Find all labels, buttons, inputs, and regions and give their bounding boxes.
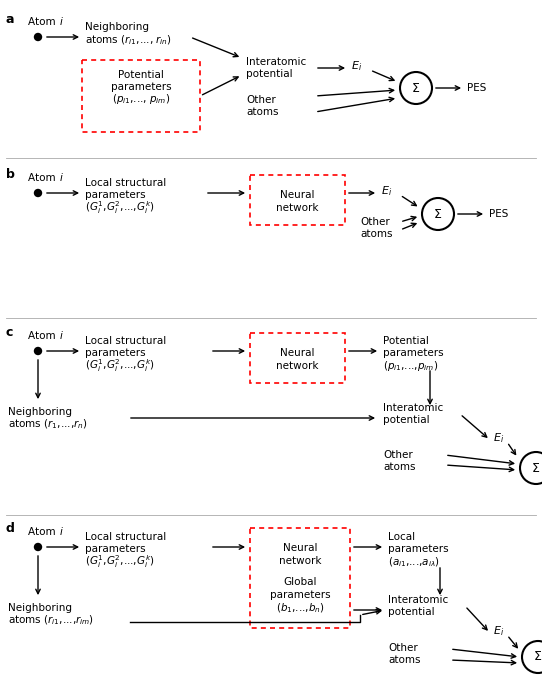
Text: Local structural: Local structural — [85, 178, 166, 188]
Text: Global: Global — [283, 577, 317, 587]
Text: Neural: Neural — [280, 190, 314, 200]
Text: Neighboring: Neighboring — [8, 603, 72, 613]
Text: d: d — [6, 522, 15, 535]
Text: PES: PES — [489, 209, 508, 219]
Text: potential: potential — [246, 69, 293, 79]
Text: Atom: Atom — [28, 17, 59, 27]
Text: Atom: Atom — [28, 331, 59, 341]
Text: atoms ($r_{i1}$,..., $r_{in}$): atoms ($r_{i1}$,..., $r_{in}$) — [85, 33, 172, 47]
Text: Neural: Neural — [280, 348, 314, 358]
Circle shape — [522, 641, 542, 673]
Text: atoms: atoms — [388, 655, 421, 665]
Text: network: network — [276, 361, 318, 371]
Text: ($G_i^1$,$G_i^2$,...,$G_i^k$): ($G_i^1$,$G_i^2$,...,$G_i^k$) — [85, 358, 154, 375]
Text: i: i — [60, 17, 63, 27]
Text: atoms: atoms — [246, 107, 279, 117]
Text: Other: Other — [360, 217, 390, 227]
Text: $\Sigma$: $\Sigma$ — [434, 208, 443, 221]
Text: PES: PES — [467, 83, 486, 93]
Circle shape — [35, 347, 42, 355]
Text: atoms: atoms — [360, 229, 392, 239]
Text: b: b — [6, 168, 15, 181]
Circle shape — [422, 198, 454, 230]
Circle shape — [400, 72, 432, 104]
Circle shape — [35, 190, 42, 197]
Text: network: network — [276, 203, 318, 213]
Text: potential: potential — [383, 415, 430, 425]
Text: atoms ($r_{i1}$,...,$r_{im}$): atoms ($r_{i1}$,...,$r_{im}$) — [8, 613, 94, 627]
Text: potential: potential — [388, 607, 435, 617]
Text: $E_i$: $E_i$ — [381, 184, 392, 198]
Text: ($p_{i1}$,..., $p_{im}$): ($p_{i1}$,..., $p_{im}$) — [112, 92, 170, 106]
Text: Neighboring: Neighboring — [8, 407, 72, 417]
Text: parameters: parameters — [85, 544, 146, 554]
Bar — [250, 175, 345, 225]
Text: Other: Other — [383, 450, 413, 460]
Text: Neighboring: Neighboring — [85, 22, 149, 32]
Text: Atom: Atom — [28, 173, 59, 183]
Text: ($b_1$,...,$b_n$): ($b_1$,...,$b_n$) — [276, 601, 324, 615]
Text: i: i — [60, 173, 63, 183]
Text: parameters: parameters — [85, 190, 146, 200]
Text: atoms: atoms — [383, 462, 416, 472]
Text: Other: Other — [246, 95, 276, 105]
Text: Local structural: Local structural — [85, 532, 166, 542]
Text: Neural: Neural — [283, 543, 317, 553]
Text: ($G_i^1$,$G_i^2$,...,$G_i^k$): ($G_i^1$,$G_i^2$,...,$G_i^k$) — [85, 199, 154, 216]
Text: parameters: parameters — [270, 590, 330, 600]
Text: parameters: parameters — [111, 82, 171, 92]
Text: $\Sigma$: $\Sigma$ — [411, 82, 421, 95]
Text: Interatomic: Interatomic — [383, 403, 443, 413]
Text: parameters: parameters — [388, 544, 449, 554]
Text: $E_i$: $E_i$ — [493, 624, 504, 638]
Text: Potential: Potential — [118, 70, 164, 80]
Text: $\Sigma$: $\Sigma$ — [533, 651, 542, 664]
Bar — [82, 60, 200, 132]
Text: atoms ($r_1$,...,$r_n$): atoms ($r_1$,...,$r_n$) — [8, 417, 88, 431]
Text: Other: Other — [388, 643, 418, 653]
Text: parameters: parameters — [85, 348, 146, 358]
Text: parameters: parameters — [383, 348, 443, 358]
Text: $E_i$: $E_i$ — [493, 431, 504, 445]
Text: Interatomic: Interatomic — [246, 57, 306, 67]
Text: $\Sigma$: $\Sigma$ — [532, 462, 540, 475]
Circle shape — [35, 543, 42, 551]
Text: Interatomic: Interatomic — [388, 595, 448, 605]
Bar — [250, 528, 350, 628]
Circle shape — [520, 452, 542, 484]
Text: c: c — [6, 326, 14, 339]
Circle shape — [35, 34, 42, 40]
Text: network: network — [279, 556, 321, 566]
Text: ($p_{i1}$,...,$p_{im}$): ($p_{i1}$,...,$p_{im}$) — [383, 359, 438, 373]
Text: Local structural: Local structural — [85, 336, 166, 346]
Bar — [250, 333, 345, 383]
Text: $E_i$: $E_i$ — [351, 59, 362, 73]
Text: Atom: Atom — [28, 527, 59, 537]
Text: ($G_i^1$,$G_i^2$,...,$G_i^k$): ($G_i^1$,$G_i^2$,...,$G_i^k$) — [85, 553, 154, 571]
Text: a: a — [6, 13, 15, 26]
Text: Local: Local — [388, 532, 415, 542]
Text: ($a_{i1}$,...,$a_{i\lambda}$): ($a_{i1}$,...,$a_{i\lambda}$) — [388, 556, 440, 569]
Text: Potential: Potential — [383, 336, 429, 346]
Text: i: i — [60, 527, 63, 537]
Text: i: i — [60, 331, 63, 341]
